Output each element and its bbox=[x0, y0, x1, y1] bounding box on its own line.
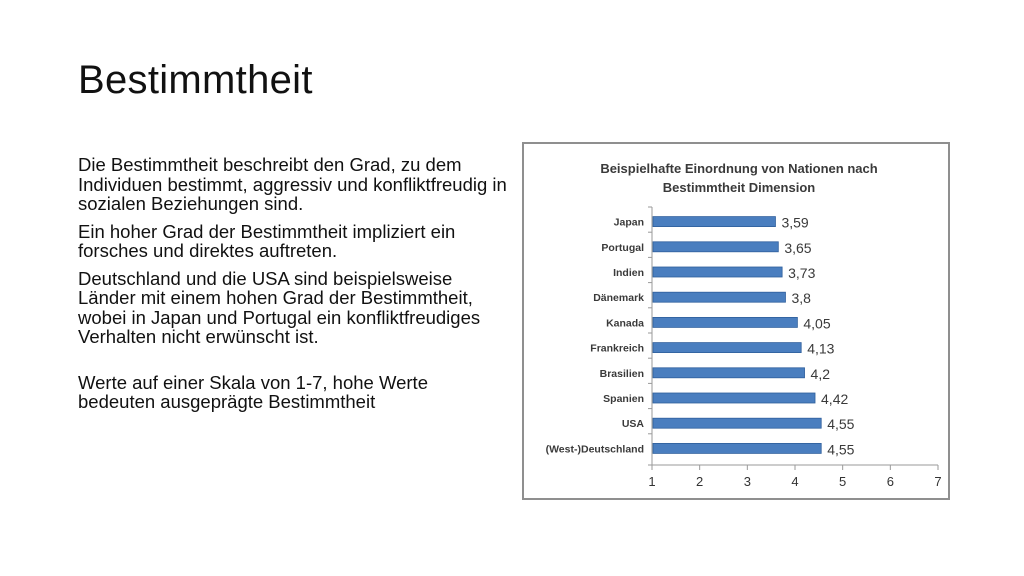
category-label: Kanada bbox=[606, 317, 644, 329]
x-tick-label: 6 bbox=[887, 474, 894, 489]
chart-title-line: Beispielhafte Einordnung von Nationen na… bbox=[600, 161, 877, 176]
data-label: 3,73 bbox=[788, 265, 815, 281]
bar bbox=[652, 392, 816, 404]
bar bbox=[652, 241, 779, 253]
chart-title-line: Bestimmtheit Dimension bbox=[663, 180, 815, 195]
paragraph-high-degree: Ein hoher Grad der Bestimmtheit implizie… bbox=[78, 220, 456, 261]
data-label: 3,65 bbox=[784, 240, 811, 256]
category-label: (West-)Deutschland bbox=[546, 443, 644, 455]
x-tick-label: 1 bbox=[648, 474, 655, 489]
body-text: Die Bestimmtheit beschreibt den Grad, zu… bbox=[78, 155, 508, 420]
data-label: 4,55 bbox=[827, 416, 854, 432]
bar bbox=[652, 417, 822, 429]
bar bbox=[652, 342, 802, 354]
data-label: 3,59 bbox=[781, 215, 808, 231]
bar bbox=[652, 316, 798, 328]
data-label: 3,8 bbox=[791, 290, 811, 306]
x-tick-label: 7 bbox=[934, 474, 941, 489]
data-label: 4,05 bbox=[803, 315, 830, 331]
category-label: Dänemark bbox=[593, 292, 644, 304]
x-tick-label: 5 bbox=[839, 474, 846, 489]
paragraph-scale-note: Werte auf einer Skala von 1-7, hohe Wert… bbox=[78, 371, 428, 412]
category-label: Portugal bbox=[601, 242, 644, 254]
category-label: Spanien bbox=[603, 393, 644, 405]
data-label: 4,13 bbox=[807, 341, 834, 357]
bar bbox=[652, 291, 786, 303]
data-label: 4,42 bbox=[821, 391, 848, 407]
category-label: Frankreich bbox=[590, 343, 644, 355]
paragraph-examples: Deutschland und die USA sind beispielswe… bbox=[78, 267, 481, 347]
x-tick-label: 4 bbox=[791, 474, 798, 489]
data-label: 4,55 bbox=[827, 441, 854, 457]
category-label: USA bbox=[622, 418, 645, 430]
data-label: 4,2 bbox=[811, 366, 831, 382]
category-label: Brasilien bbox=[600, 368, 644, 380]
bar-chart: Beispielhafte Einordnung von Nationen na… bbox=[546, 161, 942, 489]
chart-frame: Beispielhafte Einordnung von Nationen na… bbox=[522, 142, 950, 500]
category-label: Indien bbox=[613, 267, 644, 279]
x-tick-label: 2 bbox=[696, 474, 703, 489]
paragraph-definition: Die Bestimmtheit beschreibt den Grad, zu… bbox=[78, 154, 507, 214]
bar bbox=[652, 367, 805, 379]
bar bbox=[652, 442, 822, 454]
category-label: Japan bbox=[614, 217, 644, 229]
slide-title: Bestimmtheit bbox=[78, 58, 313, 102]
bar bbox=[652, 216, 776, 227]
x-tick-label: 3 bbox=[744, 474, 751, 489]
bar bbox=[652, 266, 783, 278]
